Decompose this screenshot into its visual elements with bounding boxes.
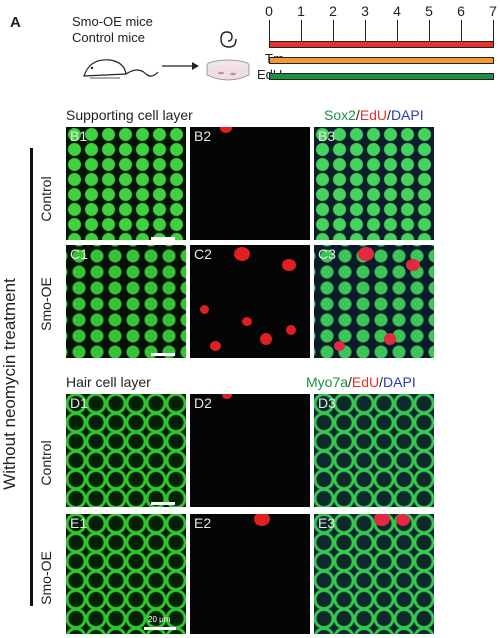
stain-dapi: DAPI — [390, 107, 424, 123]
image-e2: E2 — [190, 514, 310, 634]
tick-label: 5 — [425, 3, 433, 19]
mouse-icon — [83, 59, 159, 79]
tick-label: 2 — [329, 3, 337, 19]
stain-myo7a: Myo7a — [306, 374, 349, 390]
panel-label-e1: E1 — [70, 515, 88, 531]
panel-label-b2: B2 — [194, 128, 212, 144]
image-c3: C3 — [314, 245, 434, 358]
image-e1: E1 20 μm — [66, 514, 186, 634]
timeline: 0 1 2 3 4 5 6 7 Tm EdU — [257, 3, 499, 83]
stain-sep: / — [355, 107, 360, 123]
tick-label: 3 — [361, 3, 369, 19]
stain-sep: / — [379, 374, 384, 390]
tick-label: 4 — [393, 3, 401, 19]
panel-label-b3: B3 — [318, 128, 336, 144]
stain-legend-1: Sox2/EdU/DAPI — [324, 107, 424, 123]
smo-oe-mice-label: Smo-OE mice — [72, 14, 153, 29]
section-title-hair: Hair cell layer — [66, 374, 151, 390]
image-b2: B2 — [190, 127, 310, 240]
tick-label: 7 — [489, 3, 497, 19]
panel-label-e2: E2 — [194, 515, 212, 531]
tick-label: 1 — [297, 3, 305, 19]
stain-edu: EdU — [351, 374, 380, 390]
edu-bar — [269, 73, 494, 80]
stain-sep: / — [348, 374, 352, 390]
timeline-bar — [269, 41, 494, 48]
arrow-icon — [162, 62, 199, 70]
panel-label-c1: C1 — [70, 246, 88, 262]
scale-bar — [151, 237, 175, 240]
stain-legend-2: Myo7a/EdU/DAPI — [306, 374, 416, 390]
panel-label-a: A — [10, 14, 21, 31]
image-b3: B3 — [314, 127, 434, 240]
scale-bar — [151, 502, 175, 505]
panel-label-c2: C2 — [194, 246, 212, 262]
row-label-smo-oe-1: Smo-OE — [38, 277, 54, 331]
stain-edu: EdU — [359, 107, 388, 123]
stain-sox2: Sox2 — [324, 107, 356, 123]
image-d2: D2 — [190, 394, 310, 507]
panel-label-d2: D2 — [194, 395, 212, 411]
row-label-control-1: Control — [38, 176, 54, 222]
section-title-supporting: Supporting cell layer — [66, 107, 193, 123]
tick-label: 0 — [265, 3, 273, 19]
tm-bar — [269, 57, 494, 64]
tick-label: 6 — [457, 3, 465, 19]
stain-sep: / — [387, 107, 391, 123]
culture-dish-icon — [206, 59, 250, 81]
image-c2: C2 — [190, 245, 310, 358]
scale-bar — [151, 353, 175, 356]
control-mice-label: Control mice — [72, 30, 145, 45]
image-d1: D1 — [66, 394, 186, 507]
panel-label-e3: E3 — [318, 515, 336, 531]
row-label-smo-oe-2: Smo-OE — [38, 551, 54, 605]
image-b1: B1 — [66, 127, 186, 240]
group-bracket-line — [30, 148, 33, 606]
scale-bar — [144, 627, 176, 630]
panel-label-d1: D1 — [70, 395, 88, 411]
side-label: Without neomycin treatment — [0, 278, 19, 490]
scale-bar-label: 20 μm — [148, 615, 171, 624]
panel-label-c3: C3 — [318, 246, 336, 262]
image-e3: E3 — [314, 514, 434, 634]
cochlea-icon — [220, 31, 237, 48]
image-d3: D3 — [314, 394, 434, 507]
stain-dapi: DAPI — [383, 374, 416, 390]
row-label-control-2: Control — [38, 440, 54, 486]
panel-label-d3: D3 — [318, 395, 336, 411]
panel-label-b1: B1 — [70, 128, 88, 144]
image-c1: C1 — [66, 245, 186, 358]
